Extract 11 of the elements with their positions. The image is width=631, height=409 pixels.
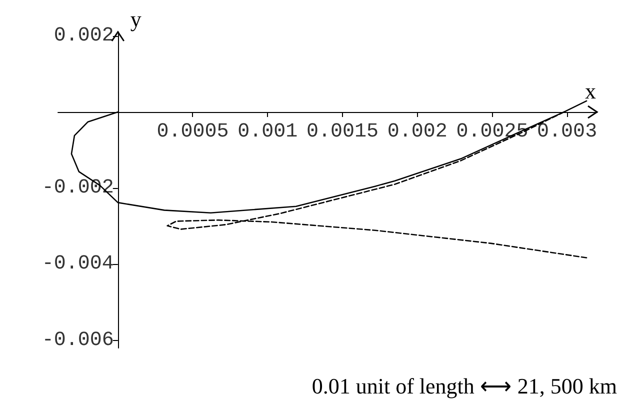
y-tick-label: -0.004 — [42, 252, 114, 276]
text: 0.01 unit of length ⟷ 21, 500 km — [312, 374, 618, 398]
x-tick-label: 0.0015 — [306, 120, 378, 144]
x-tick-label: 0.002 — [387, 120, 448, 144]
x-tick-label: 0.001 — [238, 120, 298, 144]
x-axis-title: x — [585, 78, 596, 104]
y-tick-label: 0.002 — [54, 24, 114, 48]
x-tick-label: 0.003 — [537, 120, 598, 144]
x-tick-label: 0.0005 — [156, 120, 229, 144]
y-axis-title: y — [130, 6, 142, 32]
y-tick-label: -0.006 — [42, 328, 114, 352]
